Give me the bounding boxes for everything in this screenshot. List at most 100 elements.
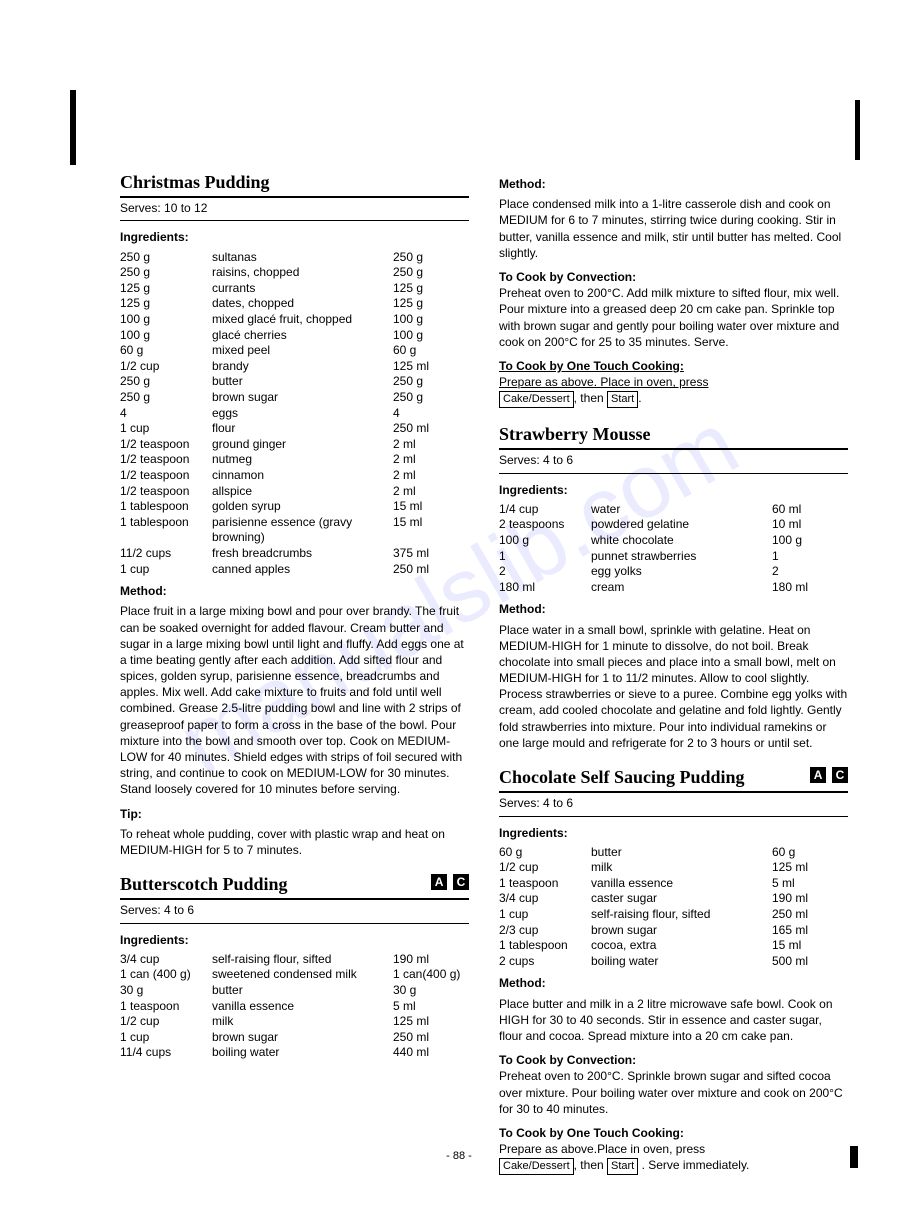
ingredient-row: 100 gglacé cherries100 g bbox=[120, 328, 469, 344]
method-head: Method: bbox=[499, 601, 848, 617]
ingredient-row: 1/2 cupbrandy125 ml bbox=[120, 359, 469, 375]
otc-head: To Cook by One Touch Cooking: bbox=[499, 359, 684, 373]
ingredients-table: 250 gsultanas250 g250 graisins, chopped2… bbox=[120, 250, 469, 577]
serves-line: Serves: 10 to 12 bbox=[120, 200, 469, 221]
ingredient-row: 250 graisins, chopped250 g bbox=[120, 265, 469, 281]
ingredient-row: 60 gmixed peel60 g bbox=[120, 343, 469, 359]
ingredient-row: 30 gbutter30 g bbox=[120, 983, 469, 999]
qty-imperial: 2 bbox=[499, 564, 591, 580]
qty-imperial: 250 g bbox=[120, 374, 212, 390]
qty-metric: 100 g bbox=[393, 312, 469, 328]
qty-imperial: 1 tablespoon bbox=[499, 938, 591, 954]
recipe-title: Strawberry Mousse bbox=[499, 422, 848, 450]
qty-metric: 250 ml bbox=[393, 1030, 469, 1046]
serves-line: Serves: 4 to 6 bbox=[120, 902, 469, 923]
method-head: Method: bbox=[499, 975, 848, 991]
ingredient-name: brown sugar bbox=[212, 1030, 393, 1046]
qty-metric: 10 ml bbox=[772, 517, 848, 533]
qty-metric: 500 ml bbox=[772, 954, 848, 970]
ingredient-name: self-raising flour, sifted bbox=[591, 907, 772, 923]
qty-metric: 5 ml bbox=[393, 999, 469, 1015]
ingredient-row: 100 gwhite chocolate100 g bbox=[499, 533, 848, 549]
ingredient-row: 1/2 teaspoonnutmeg2 ml bbox=[120, 452, 469, 468]
qty-metric: 125 ml bbox=[393, 359, 469, 375]
qty-metric: 250 ml bbox=[393, 421, 469, 437]
method-head: Method: bbox=[499, 176, 848, 192]
qty-metric: 5 ml bbox=[772, 876, 848, 892]
ingredient-row: 250 gsultanas250 g bbox=[120, 250, 469, 266]
qty-imperial: 100 g bbox=[120, 312, 212, 328]
ingredient-name: ground ginger bbox=[212, 437, 393, 453]
ingredient-name: flour bbox=[212, 421, 393, 437]
ingredient-name: butter bbox=[212, 983, 393, 999]
qty-imperial: 1 teaspoon bbox=[499, 876, 591, 892]
start-button: Start bbox=[607, 1158, 638, 1175]
ingredient-name: vanilla essence bbox=[212, 999, 393, 1015]
qty-metric: 15 ml bbox=[393, 499, 469, 515]
qty-imperial: 1/2 cup bbox=[120, 1014, 212, 1030]
ingredient-name: milk bbox=[591, 860, 772, 876]
ingredient-name: butter bbox=[591, 845, 772, 861]
qty-metric: 15 ml bbox=[393, 515, 469, 546]
ingredient-row: 1 cupbrown sugar250 ml bbox=[120, 1030, 469, 1046]
qty-imperial: 2 cups bbox=[499, 954, 591, 970]
page-content: Christmas Pudding Serves: 10 to 12 Ingre… bbox=[0, 0, 918, 1223]
qty-metric: 125 ml bbox=[772, 860, 848, 876]
ingredient-row: 250 gbrown sugar250 g bbox=[120, 390, 469, 406]
ingredient-name: butter bbox=[212, 374, 393, 390]
ingredient-row: 1/2 teaspoonground ginger2 ml bbox=[120, 437, 469, 453]
method-text: Place water in a small bowl, sprinkle wi… bbox=[499, 622, 848, 752]
qty-metric: 60 g bbox=[772, 845, 848, 861]
ingredient-row: 3/4 cupself-raising flour, sifted190 ml bbox=[120, 952, 469, 968]
qty-imperial: 60 g bbox=[120, 343, 212, 359]
conv-head: To Cook by Convection: bbox=[499, 270, 636, 284]
otc-text: Prepare as above.Place in oven, press Ca… bbox=[499, 1141, 848, 1175]
qty-imperial: 1/2 teaspoon bbox=[120, 468, 212, 484]
qty-metric: 100 g bbox=[393, 328, 469, 344]
conv-head: To Cook by Convection: bbox=[499, 1053, 636, 1067]
cake-dessert-button: Cake/Dessert bbox=[499, 391, 574, 408]
otc-pre: Prepare as above. Place in oven, press bbox=[499, 375, 708, 389]
qty-metric: 165 ml bbox=[772, 923, 848, 939]
ingredient-row: 60 gbutter60 g bbox=[499, 845, 848, 861]
qty-imperial: 100 g bbox=[499, 533, 591, 549]
ingredients-table: 60 gbutter60 g1/2 cupmilk125 ml1 teaspoo… bbox=[499, 845, 848, 970]
ingredient-row: 125 gcurrants125 g bbox=[120, 281, 469, 297]
ingredient-name: sweetened condensed milk bbox=[212, 967, 393, 983]
qty-imperial: 1/2 teaspoon bbox=[120, 452, 212, 468]
then-text: , then bbox=[574, 1158, 607, 1172]
ingredient-name: white chocolate bbox=[591, 533, 772, 549]
qty-metric: 30 g bbox=[393, 983, 469, 999]
qty-imperial: 1 teaspoon bbox=[120, 999, 212, 1015]
otc-text: Prepare as above. Place in oven, press C… bbox=[499, 374, 848, 408]
ingredient-row: 11/2 cupsfresh breadcrumbs375 ml bbox=[120, 546, 469, 562]
method-head: Method: bbox=[120, 583, 469, 599]
ingredient-name: eggs bbox=[212, 406, 393, 422]
start-button: Start bbox=[607, 391, 638, 408]
qty-metric: 2 ml bbox=[393, 452, 469, 468]
qty-imperial: 1/2 cup bbox=[120, 359, 212, 375]
qty-metric: 2 ml bbox=[393, 468, 469, 484]
method-text: Place fruit in a large mixing bowl and p… bbox=[120, 603, 469, 797]
tip-head: Tip: bbox=[120, 806, 469, 822]
qty-imperial: 3/4 cup bbox=[120, 952, 212, 968]
ingredient-row: 2 cupsboiling water500 ml bbox=[499, 954, 848, 970]
qty-metric: 250 g bbox=[393, 374, 469, 390]
ingredient-name: boiling water bbox=[212, 1045, 393, 1061]
qty-metric: 125 g bbox=[393, 296, 469, 312]
otc-pre: Prepare as above.Place in oven, press bbox=[499, 1142, 705, 1156]
then-text: , then bbox=[574, 391, 607, 405]
qty-imperial: 1 bbox=[499, 549, 591, 565]
qty-imperial: 1 cup bbox=[120, 421, 212, 437]
ingredient-name: sultanas bbox=[212, 250, 393, 266]
ingredient-row: 180 mlcream180 ml bbox=[499, 580, 848, 596]
ingredient-row: 1/2 cupmilk125 ml bbox=[499, 860, 848, 876]
ingredients-head: Ingredients: bbox=[120, 932, 469, 948]
ingredients-head: Ingredients: bbox=[120, 229, 469, 245]
qty-metric: 125 ml bbox=[393, 1014, 469, 1030]
qty-imperial: 1 tablespoon bbox=[120, 499, 212, 515]
ingredients-table: 1/4 cupwater60 ml2 teaspoonspowdered gel… bbox=[499, 502, 848, 596]
qty-metric: 60 g bbox=[393, 343, 469, 359]
ingredient-name: golden syrup bbox=[212, 499, 393, 515]
ingredient-name: brandy bbox=[212, 359, 393, 375]
